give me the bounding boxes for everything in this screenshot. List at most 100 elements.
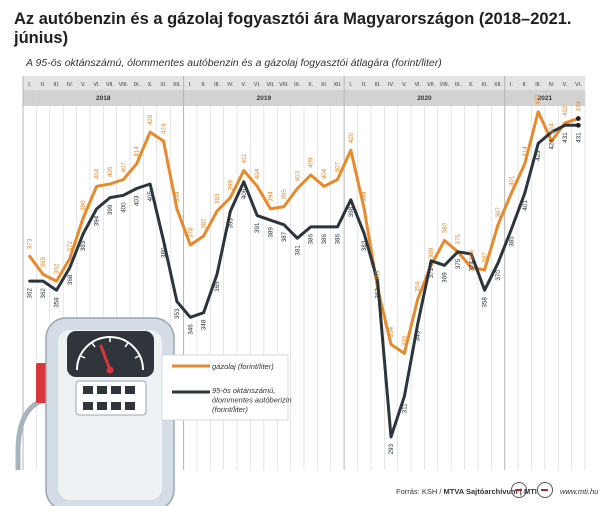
petrol-data-label: 386 [308, 233, 315, 244]
diesel-data-label: 380 [442, 222, 449, 233]
page-title: Az autóbenzin és a gázolaj fogyasztói ár… [14, 10, 572, 47]
diesel-data-label: 414 [134, 146, 141, 157]
series-end-point [575, 122, 581, 128]
diesel-data-label: 365 [40, 256, 47, 267]
month-row [23, 76, 585, 90]
month-tick-label: I. [189, 82, 192, 88]
petrol-data-label: 383 [80, 240, 87, 251]
month-tick-label: II. [201, 82, 205, 88]
petrol-data-label: 369 [442, 272, 449, 283]
diesel-data-label: 420 [348, 132, 355, 143]
month-tick-label: II. [41, 82, 45, 88]
month-tick-label: II. [362, 82, 366, 88]
month-tick-label: IV. [227, 82, 233, 88]
diesel-data-label: 394 [268, 191, 275, 202]
diesel-data-label: 404 [254, 168, 261, 179]
petrol-data-label: 394 [94, 215, 101, 226]
petrol-data-label: 380 [161, 247, 168, 258]
month-tick-label: V. [402, 82, 407, 88]
diesel-data-label: 411 [241, 153, 248, 164]
petrol-data-label: 353 [174, 308, 181, 319]
diesel-data-label: 399 [227, 180, 234, 191]
diesel-data-label: 395 [281, 189, 288, 200]
diesel-data-label: 368 [468, 250, 475, 261]
fuel-pump-icon [15, 317, 175, 506]
month-tick-label: VI. [575, 82, 581, 88]
month-tick-label: XII. [494, 82, 502, 88]
petrol-data-label: 401 [522, 200, 529, 211]
petrol-data-label: 311 [401, 403, 408, 414]
petrol-data-label: 348 [201, 319, 208, 330]
diesel-data-label: 394 [174, 191, 181, 202]
petrol-data-label: 428 [549, 139, 556, 150]
petrol-data-label: 398 [348, 206, 355, 217]
petrol-data-label: 391 [254, 222, 261, 233]
petrol-data-label: 346 [187, 324, 194, 335]
legend-label-diesel: gázolaj (forint/liter) [212, 362, 274, 371]
source-note: Forrás: KSH / MTVA Sajtóarchívum | MTI [396, 487, 537, 496]
month-tick-label: XI. [321, 82, 327, 88]
diesel-data-label: 359 [375, 270, 382, 281]
petrol-data-label: 358 [53, 297, 60, 308]
diesel-data-label: 428 [147, 114, 154, 125]
month-tick-label: VIII. [119, 82, 128, 88]
legend: gázolaj (forint/liter) 95-ös oktánszámú,… [161, 354, 292, 421]
month-tick-label: XI. [481, 82, 487, 88]
petrol-data-label: 399 [107, 204, 114, 215]
month-tick-label: II. [523, 82, 527, 88]
petrol-data-label: 365 [214, 281, 221, 292]
month-tick-label: I. [510, 82, 513, 88]
petrol-data-label: 406 [241, 188, 248, 199]
month-tick-label: III. [214, 82, 220, 88]
diesel-data-label: 404 [321, 168, 328, 179]
petrol-line [28, 123, 580, 439]
diesel-data-label: 375 [455, 234, 462, 245]
petrol-data-label: 375 [455, 258, 462, 269]
diesel-data-label: 387 [495, 207, 502, 218]
petrol-data-label: 431 [562, 132, 569, 143]
mti-logo-icon [537, 482, 553, 498]
petrol-data-label: 362 [27, 288, 34, 299]
series-lines [28, 110, 581, 439]
month-tick-label: IV. [67, 82, 73, 88]
data-labels: 373 365 362 372 390 404 405 407 414 428 424 394 378 3… [27, 94, 583, 455]
month-tick-label: I. [28, 82, 31, 88]
diesel-data-label: 407 [334, 162, 341, 173]
petrol-data-label: 293 [388, 443, 395, 454]
month-tick-label: IV. [549, 82, 555, 88]
month-tick-label: VI. [254, 82, 260, 88]
month-tick-label: VIII. [440, 82, 449, 88]
chart-subtitle: A 95-ös oktánszámú, ólommentes autóbenzi… [26, 57, 442, 69]
diesel-data-label: 401 [508, 175, 515, 186]
petrol-data-label: 389 [268, 227, 275, 238]
petrol-data-label: 362 [375, 288, 382, 299]
diesel-data-label: 414 [522, 146, 529, 157]
source-prefix: Forrás: KSH / [396, 487, 444, 496]
diesel-data-label: 390 [80, 200, 87, 211]
petrol-data-label: 423 [535, 150, 542, 161]
diesel-data-label: 362 [53, 263, 60, 274]
petrol-data-label: 385 [508, 236, 515, 247]
petrol-data-label: 386 [334, 233, 341, 244]
diesel-data-label: 373 [27, 238, 34, 249]
footer-url: www.mti.hu [560, 487, 599, 496]
month-tick-label: XII. [333, 82, 341, 88]
month-tick-label: III. [375, 82, 381, 88]
diesel-data-label: 434 [575, 101, 582, 112]
petrol-data-label: 368 [67, 274, 74, 285]
diesel-data-label: 424 [161, 123, 168, 134]
diesel-data-label: 403 [294, 171, 301, 182]
month-tick-label: VIII. [279, 82, 288, 88]
month-tick-label: V. [242, 82, 247, 88]
month-tick-label: XII. [173, 82, 181, 88]
month-tick-label: V. [563, 82, 568, 88]
petrol-data-label: 370 [495, 270, 502, 281]
diesel-data-label: 367 [482, 252, 489, 263]
diesel-line [28, 110, 580, 355]
petrol-data-label: 343 [415, 331, 422, 342]
petrol-data-label: 386 [321, 233, 328, 244]
diesel-data-label: 424 [549, 123, 556, 134]
petrol-data-label: 431 [575, 132, 582, 143]
diesel-data-label: 378 [187, 227, 194, 238]
month-tick-label: VI. [414, 82, 420, 88]
